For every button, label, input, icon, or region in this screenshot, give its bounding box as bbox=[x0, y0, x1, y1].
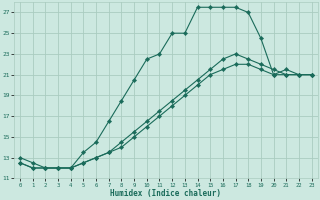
X-axis label: Humidex (Indice chaleur): Humidex (Indice chaleur) bbox=[110, 189, 221, 198]
